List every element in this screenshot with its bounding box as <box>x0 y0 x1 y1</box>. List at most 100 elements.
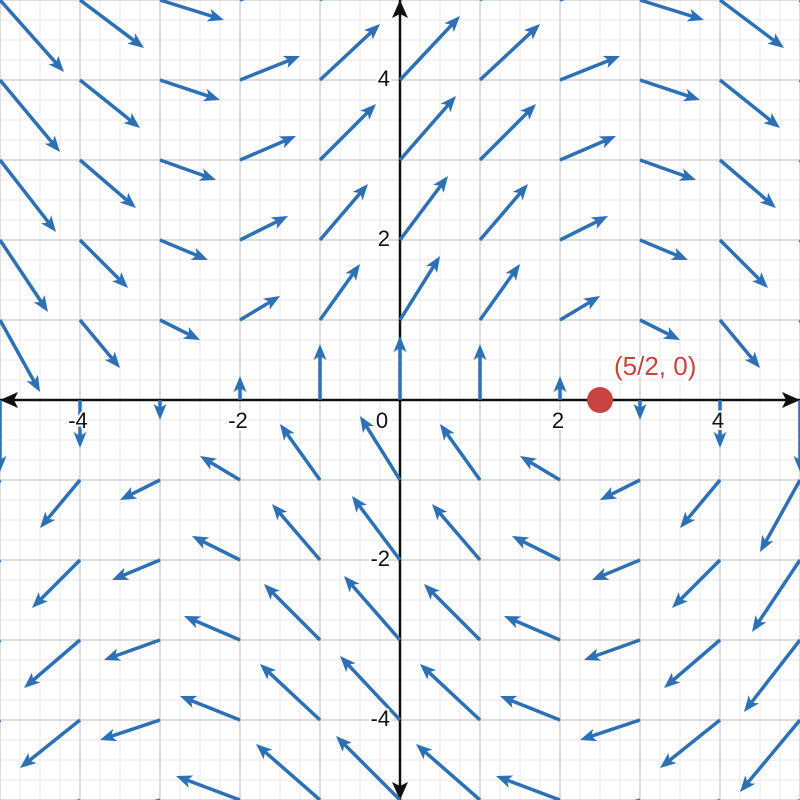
vector-arrow <box>633 400 647 420</box>
vector-arrow <box>639 318 680 340</box>
arrow-shaft <box>318 270 356 322</box>
arrow-shaft <box>239 57 292 82</box>
vector-arrow <box>393 336 407 400</box>
arrow-head <box>262 296 280 310</box>
vector-arrow <box>239 136 296 162</box>
vector-arrow <box>78 238 128 288</box>
arrow-shaft <box>398 102 451 162</box>
arrow-shaft <box>559 299 593 322</box>
arrow-shaft <box>527 459 561 482</box>
arrow-shaft <box>341 741 402 800</box>
vector-arrow <box>600 478 641 500</box>
vector-arrow <box>344 576 402 642</box>
vector-arrow <box>120 478 161 500</box>
arrow-head <box>512 536 530 549</box>
arrow-shaft <box>398 182 444 242</box>
vector-arrow <box>559 136 616 162</box>
arrow-shaft <box>718 318 756 362</box>
arrow-shaft <box>398 263 437 321</box>
arrow-shaft <box>718 0 778 44</box>
arrow-shaft <box>684 478 722 522</box>
vector-arrow <box>239 216 288 242</box>
vector-arrow <box>718 238 768 288</box>
arrow-shaft <box>0 319 37 385</box>
arrow-shaft <box>159 318 193 338</box>
arrow-shaft <box>30 638 82 684</box>
arrow-head <box>344 576 360 593</box>
arrow-head <box>672 592 688 608</box>
arrow-shaft <box>284 430 322 482</box>
vector-arrow <box>639 78 700 102</box>
arrow-head <box>260 664 277 680</box>
arrow-head <box>740 775 756 792</box>
vector-arrow <box>718 158 776 208</box>
vector-arrow <box>478 264 520 322</box>
arrow-head <box>580 728 598 742</box>
vector-arrow <box>500 695 561 722</box>
arrow-head <box>20 752 37 768</box>
vector-arrow <box>520 456 561 482</box>
arrow-head <box>744 351 760 368</box>
arrow-head <box>523 24 540 40</box>
point-label: (5/2, 0) <box>614 351 696 381</box>
arrow-head <box>120 487 138 500</box>
vector-arrow <box>78 318 120 368</box>
arrow-head <box>496 775 514 788</box>
arrow-head <box>767 33 784 48</box>
arrow-head <box>744 695 759 712</box>
arrow-head <box>505 264 520 281</box>
arrow-head <box>420 664 437 680</box>
arrow-head <box>280 424 295 441</box>
arrow-head <box>440 424 455 441</box>
arrow-head <box>26 374 40 392</box>
arrow-shaft <box>519 538 561 562</box>
vector-arrow <box>580 718 641 742</box>
arrow-shaft <box>718 158 770 204</box>
vector-arrow <box>78 0 144 48</box>
vector-arrow <box>104 638 161 661</box>
arrow-shaft <box>0 78 56 146</box>
arrow-shaft <box>184 777 241 800</box>
vector-arrow <box>340 656 402 722</box>
vector-arrow <box>0 319 40 392</box>
vector-arrow <box>473 344 487 400</box>
vector-arrow <box>718 78 780 128</box>
arrow-head <box>682 88 700 102</box>
vector-arrow <box>360 416 402 481</box>
vector-arrow <box>73 400 87 448</box>
arrow-head <box>340 656 356 673</box>
vector-arrow <box>313 344 327 400</box>
arrow-shaft <box>639 158 688 179</box>
x-tick-label: 2 <box>552 408 564 433</box>
arrow-head <box>662 327 680 340</box>
arrow-head <box>363 24 380 40</box>
arrow-head <box>680 511 696 528</box>
arrow-head <box>686 9 704 22</box>
vector-arrow <box>264 584 322 642</box>
arrow-shaft <box>78 158 130 204</box>
vector-arrow <box>592 558 641 580</box>
arrow-head <box>190 247 208 260</box>
arrow-head <box>44 135 60 152</box>
vector-arrow <box>318 104 376 162</box>
vector-arrow <box>740 718 800 792</box>
arrow-head <box>112 567 130 580</box>
arrow-head <box>119 192 136 208</box>
vector-arrow <box>352 496 402 562</box>
arrow-head <box>582 296 600 310</box>
arrow-shaft <box>159 238 200 258</box>
vector-arrow <box>744 638 800 712</box>
arrow-shaft <box>607 478 641 498</box>
vector-arrow <box>239 55 300 82</box>
arrow-shaft <box>744 718 800 786</box>
arrow-shaft <box>508 697 561 722</box>
vector-arrow <box>496 775 561 800</box>
arrow-shaft <box>0 239 45 305</box>
arrow-shaft <box>559 218 601 242</box>
y-tick-label: -2 <box>370 546 390 571</box>
arrow-head <box>256 744 273 760</box>
vector-arrow <box>159 0 224 22</box>
arrow-head <box>73 432 87 448</box>
vector-arrow <box>153 400 167 420</box>
vector-arrow <box>760 479 800 552</box>
